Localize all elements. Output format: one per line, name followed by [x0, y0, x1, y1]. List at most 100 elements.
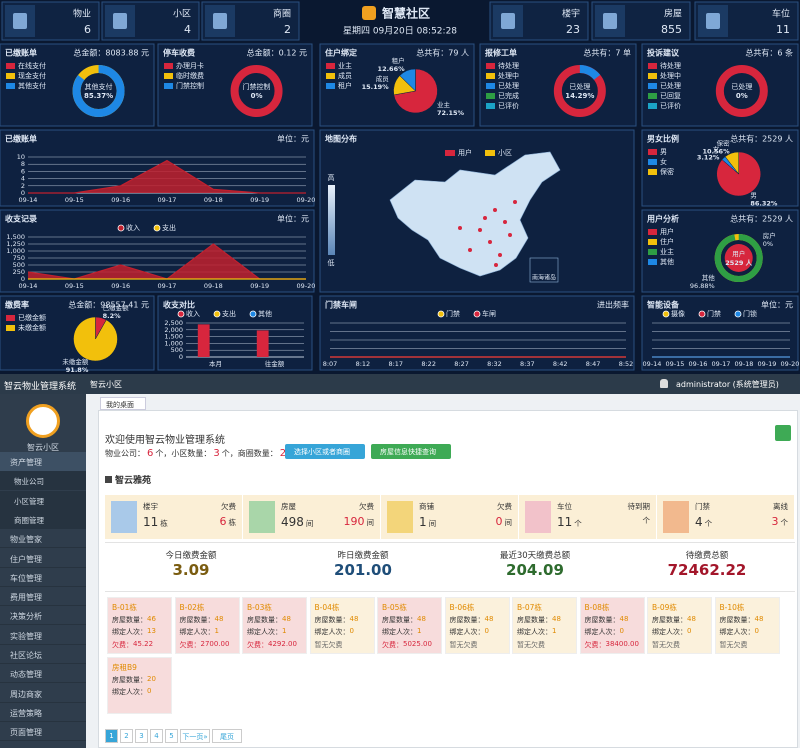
- tile-sub-count: 个: [643, 515, 651, 526]
- label: 车位: [772, 8, 790, 20]
- menu-item[interactable]: 车位管理: [0, 568, 86, 587]
- building-name: B-02栋: [179, 603, 205, 612]
- money-value: 72462.22: [667, 561, 747, 579]
- building-line: 绑定人次： 0: [720, 627, 759, 637]
- due-label: 欠费：: [584, 641, 606, 649]
- logo: [26, 404, 60, 438]
- menu-item[interactable]: 实验管理: [0, 626, 86, 645]
- inset-box: [529, 257, 559, 283]
- legend-label: 已完成: [498, 91, 519, 100]
- page-button[interactable]: 尾页: [212, 729, 242, 743]
- x-tick-label: 09-16: [111, 282, 130, 290]
- menu-item[interactable]: 动态管理: [0, 664, 86, 684]
- building-card: B-09栋 房屋数量： 48 绑定人次： 0 暂无欠费: [647, 597, 712, 654]
- y-tick-label: 8: [21, 160, 25, 168]
- page-button[interactable]: 1: [105, 729, 118, 743]
- legend-swatch: [326, 83, 335, 89]
- stat-icon-glyph: [13, 13, 27, 29]
- label: 855: [661, 23, 682, 36]
- panel-title: 用户分析: [646, 214, 679, 224]
- building-line: 房屋数量： 46: [112, 615, 156, 625]
- menu-item[interactable]: 周边商家: [0, 684, 86, 703]
- user-menu[interactable]: administrator (系统管理员): [676, 380, 779, 389]
- tile-count-unit: 个: [704, 519, 713, 528]
- menu-item[interactable]: 费用管理: [0, 587, 86, 607]
- building-line: 房屋数量： 48: [450, 615, 494, 625]
- button[interactable]: 房屋信息快捷查询: [371, 444, 451, 459]
- tile-sub-value: 190: [343, 515, 365, 528]
- count-value: 3: [213, 448, 220, 459]
- tile-sub-unit: 间: [504, 518, 513, 527]
- panel-summary: 总共有：7 单: [583, 48, 631, 58]
- building-field: 房屋数量：: [112, 616, 147, 624]
- area-fill: [28, 160, 306, 193]
- legend-label: 保密: [660, 167, 674, 176]
- building-field: 绑定人次：: [652, 628, 687, 636]
- tab[interactable]: 我的桌面: [100, 397, 146, 410]
- money-value: 3.09: [172, 561, 210, 579]
- y-tick-label: 0: [179, 353, 183, 361]
- submenu-item[interactable]: 小区管理: [0, 490, 86, 510]
- y-tick-label: 1,000: [164, 339, 183, 347]
- legend-label: 已评价: [498, 102, 519, 110]
- map-dot: [458, 226, 462, 230]
- menu-item[interactable]: 社区论坛: [0, 645, 86, 664]
- menu-item[interactable]: 物业管家: [0, 529, 86, 549]
- x-tick-label: 09-19: [758, 360, 777, 368]
- x-tick-label: 8:52: [619, 360, 634, 368]
- due-label: 欠费：: [382, 641, 403, 649]
- tile-count: 498 间: [281, 515, 313, 529]
- slice-value: 91.8%: [66, 366, 89, 374]
- menu-item[interactable]: 决策分析: [0, 606, 86, 626]
- x-tick-label: 8:37: [520, 360, 535, 368]
- building-line: 绑定人次： 1: [180, 627, 219, 637]
- count-label: 商圈数量：: [237, 449, 278, 458]
- submenu-item[interactable]: 物业公司: [0, 471, 86, 491]
- legend-label: 门禁: [707, 309, 721, 318]
- building-field-value: 0: [687, 627, 692, 635]
- y-tick-label: 0: [21, 189, 25, 197]
- submenu-item[interactable]: 商圈管理: [0, 509, 86, 529]
- x-tick-label: 09-16: [111, 196, 130, 204]
- tile-icon: [111, 501, 137, 533]
- button[interactable]: 选择小区或者商圈: [285, 444, 365, 459]
- y-tick-label: 1,250: [6, 240, 25, 248]
- map-dot: [508, 233, 512, 237]
- page-button[interactable]: 4: [150, 729, 163, 743]
- page-button[interactable]: 下一页»: [180, 729, 210, 743]
- menu-item[interactable]: 页面管理: [0, 722, 86, 742]
- tile-count: 11 个: [557, 515, 582, 529]
- page-button[interactable]: 2: [120, 729, 133, 743]
- slice-value: 3.12%: [697, 154, 720, 162]
- tile-count-value: 1: [419, 515, 427, 529]
- building-due: 欠费： 2700.00: [180, 640, 230, 650]
- tile: 车位 11 个待到期个: [519, 495, 656, 539]
- page-button[interactable]: 3: [135, 729, 148, 743]
- building-line: 绑定人次： 0: [315, 627, 354, 637]
- building-status: 暂无欠费: [719, 641, 748, 649]
- tile-icon: [525, 501, 551, 533]
- legend-swatch: [445, 150, 455, 156]
- building-card: B-02栋 房屋数量： 48 绑定人次： 1 欠费： 2700.00: [174, 597, 240, 654]
- community-switch[interactable]: 智云小区: [90, 380, 122, 389]
- tile-sub-count: 190 间: [344, 515, 375, 528]
- building-line: 房屋数量： 48: [247, 615, 291, 625]
- tile-count-value: 11: [557, 515, 573, 529]
- page-button[interactable]: 5: [165, 729, 178, 743]
- refresh-button[interactable]: [775, 425, 791, 441]
- due-value: 38400.00: [605, 640, 639, 648]
- money-label: 待缴费总额: [685, 551, 729, 561]
- menu-item[interactable]: 资产管理: [0, 452, 86, 471]
- building-field-value: 48: [214, 615, 224, 623]
- menu-item[interactable]: 运营策略: [0, 703, 86, 722]
- center-disk: [724, 244, 753, 272]
- legend-swatch: [164, 83, 173, 89]
- building-line: 绑定人次： 0: [652, 627, 691, 637]
- menu-item[interactable]: 住户管理: [0, 549, 86, 568]
- building-name: B-08栋: [584, 603, 610, 612]
- building-field-value: 0: [619, 627, 624, 635]
- section-title: 智云雅苑: [115, 476, 152, 486]
- legend-dot: [117, 224, 125, 232]
